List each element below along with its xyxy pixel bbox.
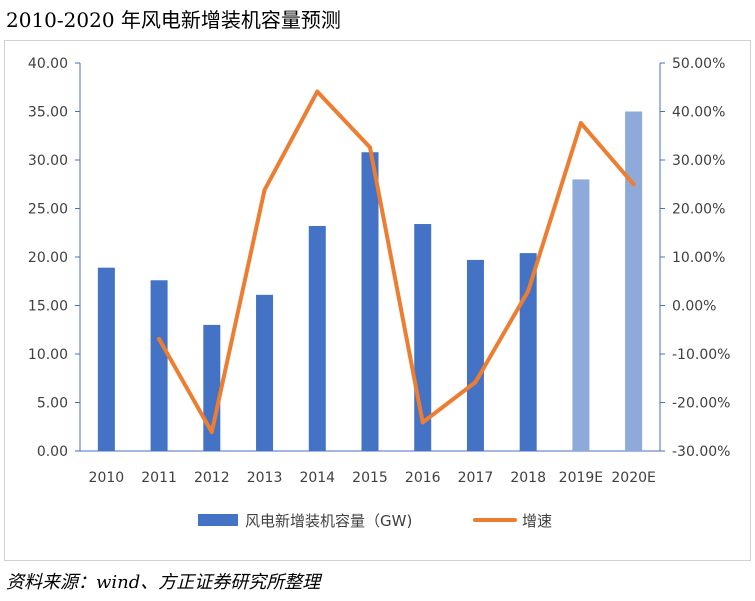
bar-2017: [466, 259, 484, 451]
bar-2010: [97, 267, 115, 451]
x-tick-label: 2011: [141, 470, 177, 486]
right-tick-label: 50.00%: [672, 56, 725, 72]
x-tick-label: 2017: [458, 470, 494, 486]
bar-2013: [256, 294, 274, 451]
left-tick-label: 30.00: [28, 153, 68, 169]
x-tick-label: 2015: [352, 470, 388, 486]
bar-2018: [519, 253, 537, 451]
x-tick-label: 2010: [89, 470, 125, 486]
left-tick-label: 35.00: [28, 105, 68, 121]
x-tick-label: 2013: [247, 470, 283, 486]
left-tick-label: 20.00: [28, 250, 68, 266]
right-tick-label: -20.00%: [672, 396, 730, 412]
right-tick-label: 30.00%: [672, 153, 725, 169]
growth-line: [157, 89, 636, 435]
left-tick-label: 25.00: [28, 202, 68, 218]
growth-point-2011: [157, 336, 162, 341]
right-tick-label: 0.00%: [672, 299, 716, 315]
left-tick-label: 0.00: [37, 444, 68, 460]
growth-point-2016: [420, 420, 425, 425]
legend-bar-swatch: [198, 514, 238, 526]
growth-point-2014: [315, 89, 320, 94]
bar-2011: [150, 280, 168, 451]
growth-point-2017: [473, 380, 478, 385]
bar-2019E: [572, 179, 590, 451]
right-tick-label: 40.00%: [672, 105, 725, 121]
bar-2020E: [625, 111, 643, 451]
legend-line-label: 增速: [522, 512, 552, 530]
right-tick-label: 10.00%: [672, 250, 725, 266]
legend-bar-label: 风电新增装机容量（GW): [245, 512, 412, 530]
x-tick-label: 2020E: [611, 470, 655, 486]
chart-frame: [4, 40, 751, 561]
source-note: 资料来源：wind、方正证券研究所整理: [6, 572, 321, 593]
x-tick-label: 2019E: [559, 470, 603, 486]
growth-point-2012: [209, 430, 214, 435]
right-tick-label: 20.00%: [672, 202, 725, 218]
x-tick-label: 2018: [510, 470, 546, 486]
growth-point-2015: [368, 145, 372, 150]
left-tick-label: 10.00: [28, 347, 68, 363]
left-tick-label: 5.00: [37, 396, 68, 412]
bar-2014: [308, 225, 326, 451]
growth-point-2018: [526, 288, 531, 293]
left-tick-label: 40.00: [28, 56, 68, 72]
growth-point-2013: [262, 188, 267, 193]
x-tick-label: 2014: [299, 470, 335, 486]
right-tick-label: -10.00%: [672, 347, 730, 363]
x-tick-label: 2012: [194, 470, 230, 486]
left-tick-label: 15.00: [28, 299, 68, 315]
chart-title: 2010-2020 年风电新增装机容量预测: [6, 8, 341, 32]
right-tick-label: -30.00%: [672, 444, 730, 460]
growth-point-2019E: [578, 121, 583, 126]
bar-2015: [361, 152, 379, 452]
growth-point-2020E: [631, 182, 636, 187]
x-tick-label: 2016: [405, 470, 441, 486]
